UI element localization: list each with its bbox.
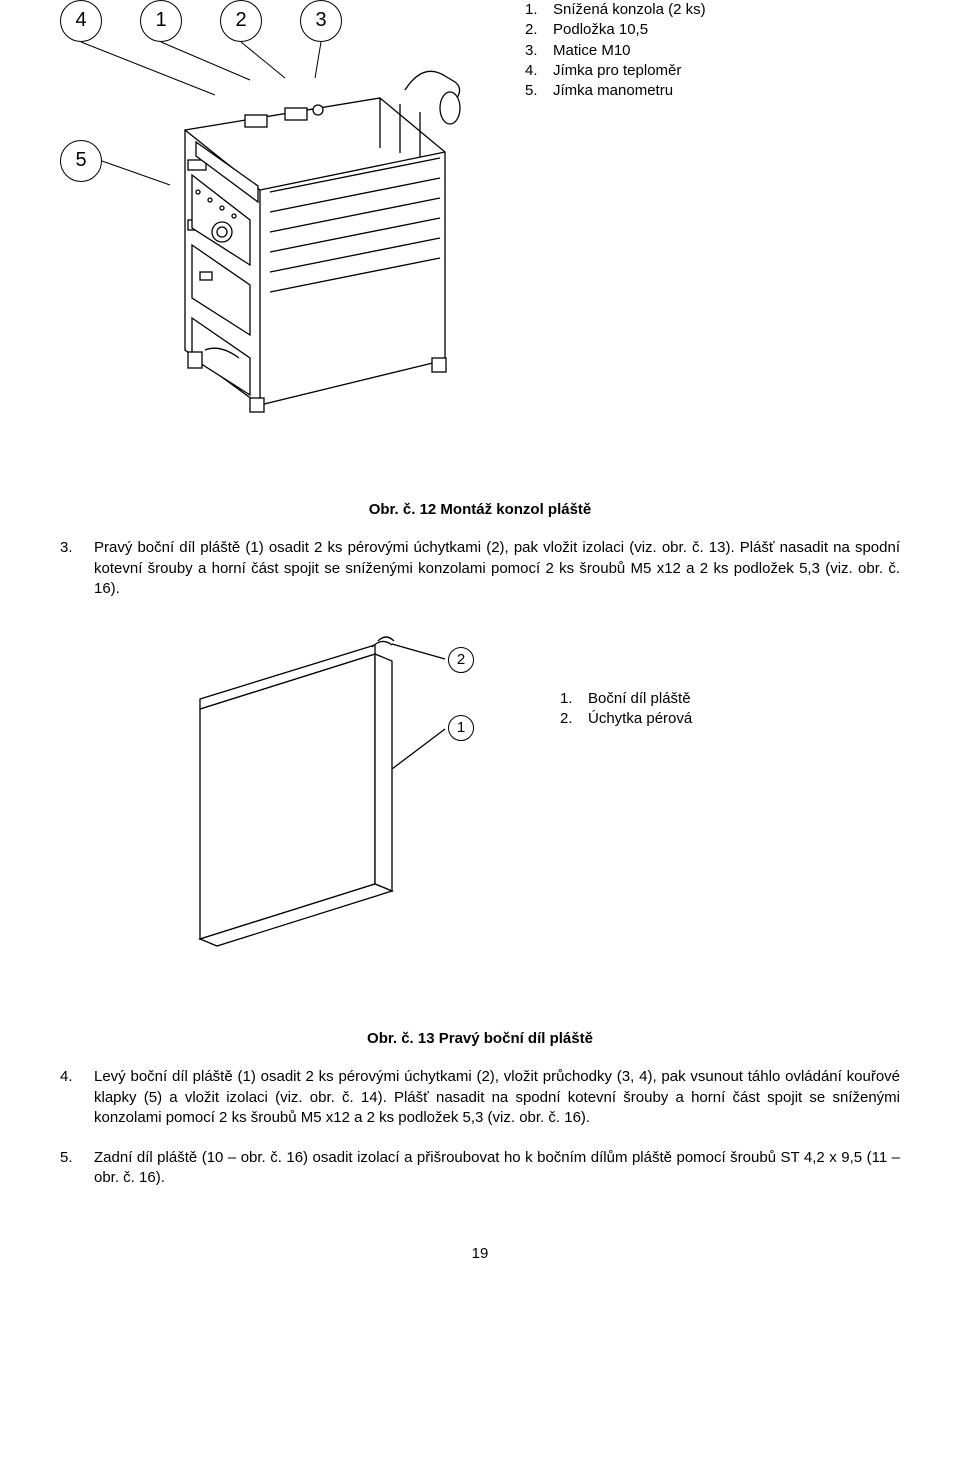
legend-text: Podložka 10,5 [553,20,648,40]
figure-2-caption: Obr. č. 13 Pravý boční díl pláště [60,1029,900,1049]
legend-text: Úchytka pérová [588,709,692,729]
legend-num: 1. [525,0,553,20]
paragraph-4: 4. Levý boční díl pláště (1) osadit 2 ks… [60,1067,900,1128]
legend-num: 2. [560,709,588,729]
legend-text: Jímka pro teploměr [553,61,681,81]
legend-num: 4. [525,61,553,81]
para-number: 5. [60,1148,94,1189]
callout-3: 3 [300,0,342,42]
callout-5: 5 [60,140,102,182]
legend-text: Matice M10 [553,41,631,61]
callout-2: 2 [220,0,262,42]
para-text: Pravý boční díl pláště (1) osadit 2 ks p… [94,538,900,599]
mini-callout-2: 2 [448,647,474,673]
legend-num: 1. [560,689,588,709]
callout-4: 4 [60,0,102,42]
figure-2: 2 1 1.Boční díl pláště 2.Úchytka pérová [60,619,900,1019]
figure-1-caption: Obr. č. 12 Montáž konzol pláště [60,500,900,520]
legend-text: Jímka manometru [553,81,673,101]
legend-num: 2. [525,20,553,40]
para-number: 3. [60,538,94,599]
panel-drawing [140,619,490,999]
mini-callout-1: 1 [448,715,474,741]
para-text: Zadní díl pláště (10 – obr. č. 16) osadi… [94,1148,900,1189]
legend-num: 3. [525,41,553,61]
legend-num: 5. [525,81,553,101]
figure-1-legend: 1.Snížená konzola (2 ks) 2.Podložka 10,5… [525,0,706,101]
paragraph-3: 3. Pravý boční díl pláště (1) osadit 2 k… [60,538,900,599]
para-text: Levý boční díl pláště (1) osadit 2 ks pé… [94,1067,900,1128]
paragraph-5: 5. Zadní díl pláště (10 – obr. č. 16) os… [60,1148,900,1189]
boiler-drawing [150,60,480,420]
legend-text: Boční díl pláště [588,689,691,709]
figure-2-legend: 1.Boční díl pláště 2.Úchytka pérová [560,689,692,730]
figure-1: 4 1 2 3 5 1.Snížená konzola (2 ks) 2.Pod… [60,0,900,490]
para-number: 4. [60,1067,94,1128]
page-number: 19 [60,1244,900,1264]
legend-text: Snížená konzola (2 ks) [553,0,706,20]
callout-1: 1 [140,0,182,42]
